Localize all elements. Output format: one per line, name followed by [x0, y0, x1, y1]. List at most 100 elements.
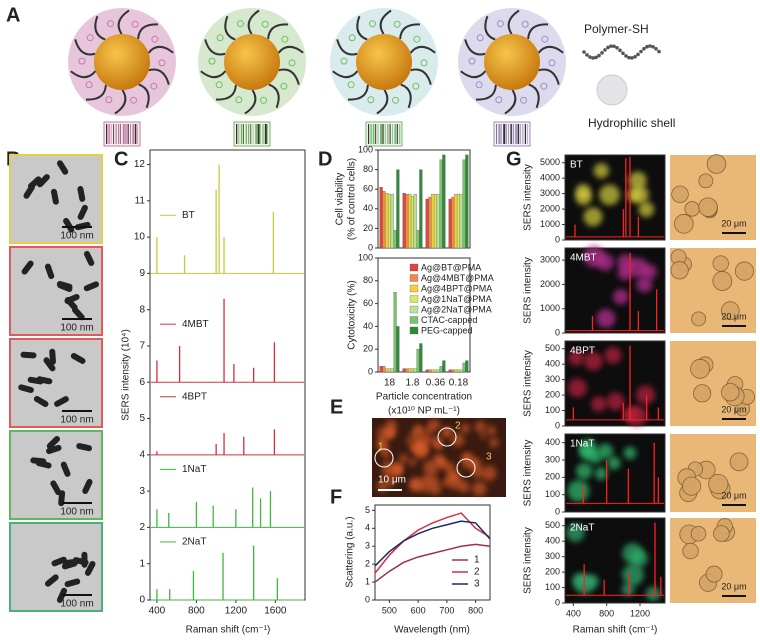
nanorod	[27, 176, 42, 190]
plot-frame	[564, 247, 666, 334]
molecule	[420, 59, 428, 67]
molecule	[158, 59, 166, 67]
barcode-stripe	[387, 124, 389, 144]
nanorod	[36, 376, 53, 385]
barcode-stripe	[122, 124, 125, 144]
cell-glow	[638, 201, 655, 218]
barcode-stripe	[498, 124, 501, 144]
nanorod	[51, 556, 67, 567]
core	[484, 34, 540, 90]
panel-label: D	[318, 148, 332, 170]
chain-bead	[603, 48, 607, 52]
scale-label: 20 μm	[721, 218, 746, 228]
y-tick-label: 200	[545, 566, 560, 576]
bar	[419, 343, 423, 373]
polymer	[538, 68, 560, 85]
x-tick-label: 1.8	[406, 378, 420, 389]
line	[374, 543, 491, 583]
cell	[682, 476, 702, 496]
chain-bead	[645, 44, 649, 49]
nanorod	[70, 353, 86, 364]
barcode-stripe	[262, 124, 264, 144]
cell-glow	[568, 350, 584, 366]
plot-frame	[377, 149, 471, 249]
chain-bead	[612, 44, 616, 49]
barcode-stripe	[255, 124, 258, 144]
y-tick-label: 0	[555, 506, 560, 516]
polymer	[204, 39, 226, 56]
barcode-stripe	[382, 124, 384, 144]
x-tick-label: 0.36	[426, 378, 446, 389]
nanorod	[57, 282, 73, 292]
cell-glow	[377, 437, 386, 445]
legend-label: Ag@1NaT@PMA	[421, 294, 492, 304]
scale-label: 20 μm	[721, 490, 746, 500]
panel-label: A	[6, 4, 20, 26]
bar	[465, 154, 469, 249]
chain-bead	[618, 48, 622, 53]
y-tick-label: 0	[368, 366, 373, 376]
line	[374, 520, 491, 567]
barcode-stripe	[115, 124, 117, 144]
barcode-stripe	[238, 124, 240, 144]
nanorod	[44, 263, 55, 280]
legend-swatch	[409, 326, 419, 335]
x-tick-label: 1200	[225, 606, 248, 617]
polymer	[137, 23, 159, 40]
bar	[410, 368, 415, 373]
cell-glow	[628, 171, 647, 190]
bar	[387, 193, 392, 249]
y-tick-label: 20	[363, 344, 373, 354]
polymer	[147, 45, 174, 54]
cell	[712, 255, 729, 272]
nanorod	[63, 217, 75, 233]
tem-image	[9, 522, 103, 612]
molecule	[281, 35, 289, 43]
bar	[428, 369, 432, 373]
molecule	[541, 35, 549, 43]
polymer	[475, 84, 497, 101]
line	[374, 512, 491, 574]
barcode-stripe	[503, 124, 506, 144]
y-axis-label: Cytotoxicity (%)	[347, 280, 358, 349]
bar	[408, 368, 412, 373]
cell	[734, 261, 754, 281]
y-tick-label: 1000	[540, 219, 560, 229]
cell-glow	[408, 458, 417, 467]
cell-glow	[385, 477, 395, 487]
y-tick-label: 100	[545, 405, 560, 415]
cell-glow	[623, 446, 637, 460]
x-axis-label: Raman shift (cm⁻¹)	[186, 625, 271, 636]
cell-glow	[399, 454, 409, 464]
x-tick-label: 18	[384, 378, 396, 389]
bar	[454, 369, 458, 373]
scale-label: 20 μm	[721, 311, 746, 321]
cell	[684, 201, 700, 217]
molecule	[216, 34, 224, 42]
y-tick-label: 400	[545, 359, 560, 369]
cell-glow	[590, 396, 607, 412]
region-circle	[374, 448, 394, 468]
barcode-stripe	[250, 124, 252, 144]
molecule	[348, 34, 356, 42]
barcode-stripe	[392, 124, 393, 144]
bar	[459, 193, 463, 249]
barcode-stripe	[505, 124, 507, 144]
cell	[708, 473, 729, 495]
y-axis-label: SERS intensity (10⁴)	[121, 329, 132, 421]
y-tick-label: 4	[365, 523, 370, 533]
y-tick-label: 2	[365, 559, 370, 569]
barcode-stripe	[368, 124, 370, 144]
nanorod	[36, 174, 50, 188]
cell	[713, 525, 730, 542]
molecule	[548, 59, 556, 67]
barcode-stripe	[137, 124, 138, 144]
barcode-stripe	[500, 124, 502, 144]
cell-glow	[594, 467, 608, 481]
chain-bead	[657, 49, 661, 54]
y-axis-label: (% of control cells)	[347, 158, 358, 240]
barcode-stripe	[264, 124, 267, 144]
bar	[408, 193, 412, 249]
plot-frame	[564, 340, 666, 427]
y-axis-label: SERS intensity	[523, 350, 534, 417]
